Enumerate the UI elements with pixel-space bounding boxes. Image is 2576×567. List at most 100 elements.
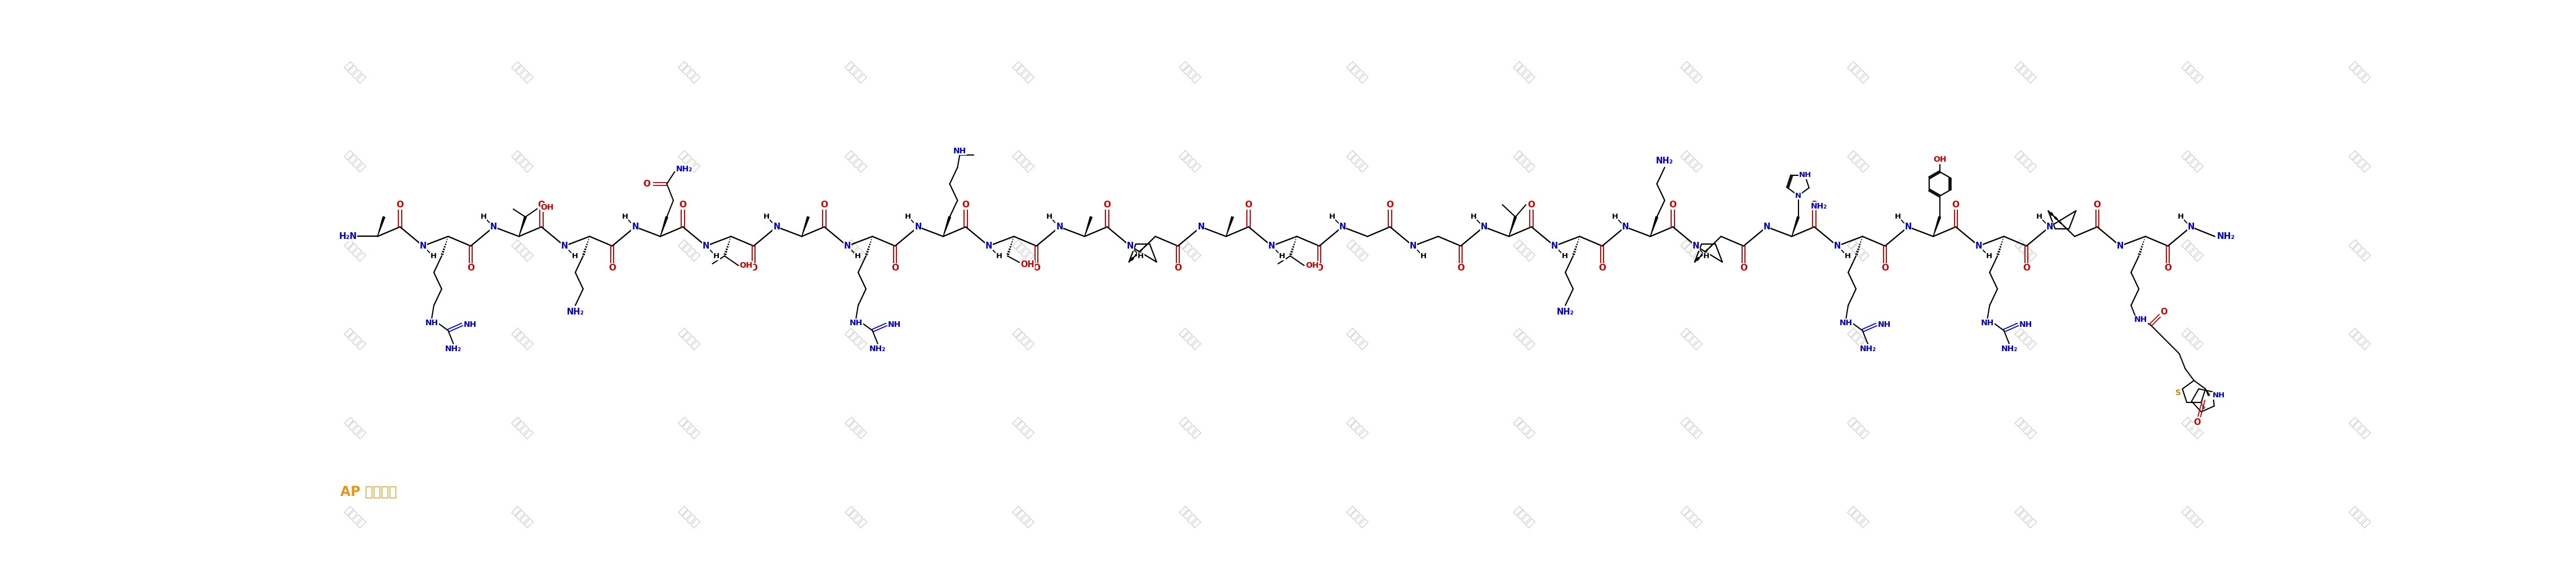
- Text: N: N: [1056, 223, 1064, 231]
- Text: N: N: [2187, 223, 2195, 231]
- Text: H: H: [1329, 213, 1334, 220]
- Text: 专肽生物: 专肽生物: [677, 416, 701, 441]
- Text: O: O: [1739, 264, 1747, 272]
- Text: N: N: [562, 242, 567, 250]
- Text: 专肽生物: 专肽生物: [842, 416, 868, 441]
- Text: 专肽生物: 专肽生物: [1680, 149, 1703, 174]
- Text: O: O: [397, 201, 404, 209]
- Text: OH: OH: [739, 261, 752, 269]
- Text: O: O: [1033, 264, 1041, 272]
- Text: 专肽生物: 专肽生物: [1680, 238, 1703, 263]
- Text: H: H: [997, 253, 1002, 260]
- Text: 专肽生物: 专肽生物: [1345, 60, 1368, 84]
- Polygon shape: [1510, 217, 1517, 236]
- Text: 专肽生物: 专肽生物: [1177, 505, 1203, 530]
- Text: 专肽生物: 专肽生物: [2347, 327, 2370, 352]
- Text: OH: OH: [1306, 261, 1319, 269]
- Text: OH: OH: [541, 204, 554, 211]
- Text: O: O: [891, 264, 899, 272]
- Text: NH: NH: [425, 319, 438, 327]
- Text: 专肽生物: 专肽生物: [842, 238, 868, 263]
- Text: N: N: [1126, 242, 1133, 250]
- Text: 专肽生物: 专肽生物: [2012, 149, 2038, 174]
- Text: 专肽生物: 专肽生物: [1345, 327, 1368, 352]
- Text: N: N: [1551, 242, 1558, 250]
- Text: NH₂: NH₂: [871, 345, 886, 353]
- Text: 专肽生物: 专肽生物: [343, 416, 366, 441]
- Polygon shape: [1793, 217, 1798, 236]
- Text: NH: NH: [850, 319, 863, 327]
- Text: NH₂: NH₂: [567, 308, 585, 316]
- Polygon shape: [1084, 217, 1092, 236]
- Text: NH₂: NH₂: [1811, 202, 1826, 210]
- Text: 专肽生物: 专肽生物: [2347, 416, 2370, 441]
- Text: 专肽生物: 专肽生物: [1512, 505, 1535, 530]
- Text: N: N: [420, 242, 428, 250]
- Text: 专肽生物: 专肽生物: [1844, 327, 1870, 352]
- Text: H: H: [2035, 213, 2043, 220]
- Text: 专肽生物: 专肽生物: [1177, 327, 1203, 352]
- Text: S: S: [2177, 389, 2182, 396]
- Text: H: H: [2177, 213, 2184, 220]
- Text: 专肽生物: 专肽生物: [1512, 416, 1535, 441]
- Polygon shape: [518, 217, 526, 236]
- Text: N: N: [1623, 223, 1628, 231]
- Text: H: H: [855, 253, 860, 260]
- Text: H: H: [1844, 253, 1852, 260]
- Text: O: O: [750, 264, 757, 272]
- Text: O: O: [608, 264, 616, 272]
- Text: NH₂: NH₂: [1860, 345, 1875, 353]
- Text: 专肽生物: 专肽生物: [1010, 505, 1036, 530]
- Text: O: O: [1458, 264, 1463, 272]
- Text: 专肽生物: 专肽生物: [1345, 416, 1368, 441]
- Polygon shape: [659, 217, 667, 236]
- Text: N: N: [703, 242, 708, 250]
- Text: 专肽生物: 专肽生物: [1512, 327, 1535, 352]
- Text: 专肽生物: 专肽生物: [1010, 416, 1036, 441]
- Text: H: H: [1046, 213, 1051, 220]
- Text: 专肽生物: 专肽生物: [2179, 416, 2205, 441]
- Text: 专肽生物: 专肽生物: [1177, 60, 1203, 84]
- Text: 专肽生物: 专肽生物: [510, 238, 533, 263]
- Text: 专肽生物: 专肽生物: [510, 327, 533, 352]
- Text: N: N: [845, 242, 850, 250]
- Text: O: O: [1386, 201, 1394, 209]
- Text: 专肽生物: 专肽生物: [2179, 327, 2205, 352]
- Text: N: N: [1198, 223, 1206, 231]
- Text: N: N: [2045, 223, 2053, 231]
- Text: H: H: [430, 253, 435, 260]
- Text: 专肽生物: 专肽生物: [2347, 505, 2370, 530]
- Text: H: H: [1703, 253, 1710, 260]
- Text: 专肽生物: 专肽生物: [2347, 149, 2370, 174]
- Text: NH: NH: [464, 320, 477, 328]
- Text: O: O: [961, 201, 969, 209]
- Text: 专肽生物: 专肽生物: [1345, 505, 1368, 530]
- Text: N: N: [1762, 223, 1770, 231]
- Text: O: O: [1669, 201, 1677, 209]
- Text: H: H: [1419, 253, 1427, 260]
- Text: 专肽生物: 专肽生物: [510, 149, 533, 174]
- Text: 专肽生物: 专肽生物: [842, 149, 868, 174]
- Text: H: H: [1986, 253, 1991, 260]
- Text: N: N: [2117, 242, 2123, 250]
- Text: 专肽生物: 专肽生物: [2179, 505, 2205, 530]
- Text: N: N: [773, 223, 781, 231]
- Text: N: N: [984, 242, 992, 250]
- Text: N: N: [1692, 242, 1700, 250]
- Text: N: N: [631, 223, 639, 231]
- Text: N: N: [1976, 242, 1984, 250]
- Text: NH: NH: [953, 147, 966, 155]
- Text: 专肽生物: 专肽生物: [343, 60, 366, 84]
- Text: N: N: [1834, 242, 1842, 250]
- Text: NH₂: NH₂: [675, 165, 693, 173]
- Text: OH: OH: [1932, 156, 1947, 163]
- Text: 专肽生物: 专肽生物: [510, 416, 533, 441]
- Polygon shape: [2205, 389, 2210, 396]
- Text: 专肽生物: 专肽生物: [2179, 238, 2205, 263]
- Text: 专肽生物: 专肽生物: [842, 327, 868, 352]
- Text: NH: NH: [1839, 319, 1852, 327]
- Text: O: O: [1103, 201, 1110, 209]
- Text: 专肽生物: 专肽生物: [1844, 505, 1870, 530]
- Text: AP 专肽生物: AP 专肽生物: [340, 485, 397, 499]
- Text: NH₂: NH₂: [2002, 345, 2017, 353]
